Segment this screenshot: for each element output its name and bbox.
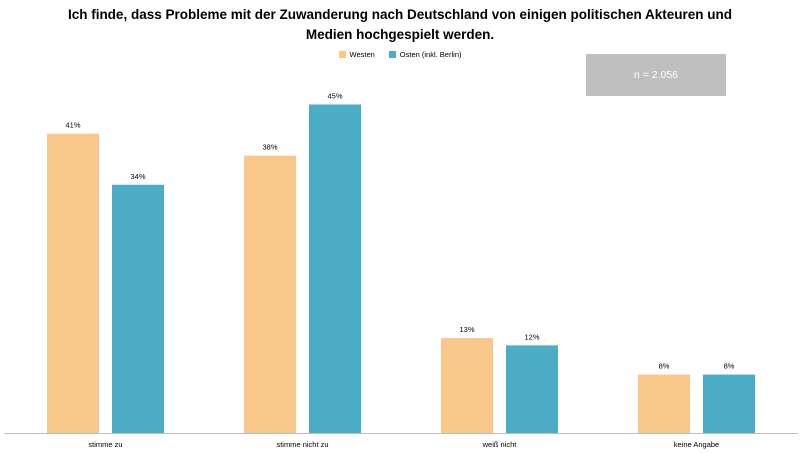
legend-swatch-westen [338, 51, 346, 58]
data-label-westen-2: 13% [459, 325, 474, 334]
bar-westen-3 [638, 374, 690, 433]
legend-label-osten: Osten (inkl. Berlin) [399, 50, 462, 59]
chart-title: Ich finde, dass Probleme mit der Zuwande… [40, 5, 760, 45]
data-label-osten-3: 8% [724, 362, 735, 371]
bar-osten-1 [309, 104, 361, 433]
legend-item-osten: Osten (inkl. Berlin) [388, 50, 462, 59]
data-label-westen-1: 38% [262, 143, 277, 152]
bar-westen-1 [244, 155, 296, 433]
category-label-0: stimme zu [88, 440, 122, 449]
bar-osten-0 [112, 184, 164, 433]
chart-title-line-2: Medien hochgespielt werden. [305, 27, 495, 42]
legend-label-westen: Westen [349, 50, 375, 59]
bar-westen-0 [47, 133, 99, 433]
data-label-osten-1: 45% [327, 92, 342, 101]
chart-title-line-1: Ich finde, dass Probleme mit der Zuwande… [67, 7, 733, 22]
bar-osten-2 [506, 345, 558, 433]
chart-legend: Westen Osten (inkl. Berlin) [0, 50, 800, 59]
bar-westen-2 [441, 338, 493, 433]
data-label-osten-2: 12% [524, 332, 539, 341]
sample-size-label: n = 2.056 [633, 69, 679, 81]
data-label-westen-3: 8% [659, 362, 670, 371]
sample-size-box: n = 2.056 [586, 54, 726, 96]
data-label-westen-0: 41% [65, 121, 80, 130]
bar-osten-3 [703, 374, 755, 433]
category-label-2: weiß nicht [482, 440, 518, 449]
legend-swatch-osten [388, 51, 396, 58]
category-label-1: stimme nicht zu [276, 440, 328, 449]
category-label-3: keine Angabe [674, 440, 719, 449]
legend-item-westen: Westen [338, 50, 375, 59]
data-label-osten-0: 34% [130, 172, 145, 181]
